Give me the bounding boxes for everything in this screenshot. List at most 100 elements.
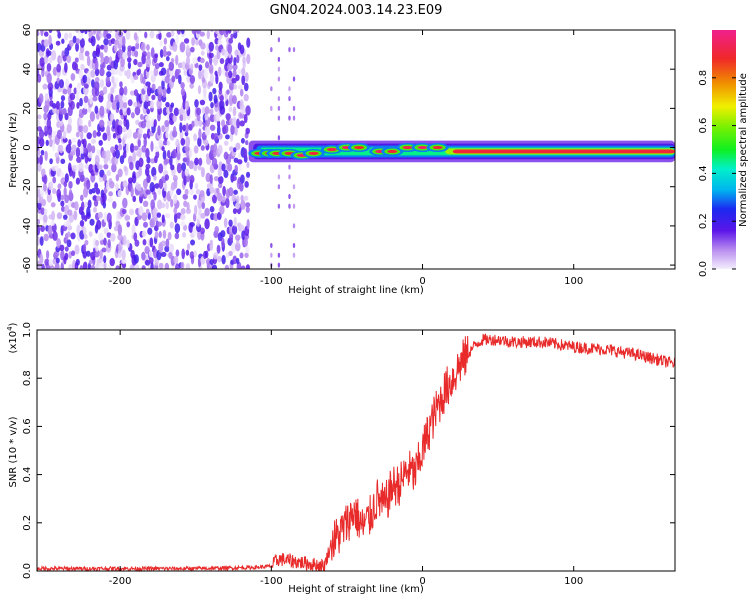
spectrogram-noise-cell bbox=[243, 148, 248, 159]
spectrogram-noise-cell bbox=[240, 137, 245, 144]
spectrogram-noise-cell bbox=[47, 82, 54, 91]
spectrogram-noise-cell bbox=[245, 127, 251, 135]
spectrogram-noise-cell bbox=[111, 75, 115, 84]
colorbar-tick-label: 0.4 bbox=[698, 165, 709, 181]
spectrogram-noise-cell bbox=[40, 187, 44, 198]
spectrogram-noise-cell bbox=[101, 150, 107, 159]
spectrogram-noise-cell bbox=[204, 139, 209, 146]
spectrogram-noise-cell bbox=[103, 260, 107, 269]
spectrogram-noise-cell bbox=[91, 187, 96, 194]
spectrogram-noise-cell bbox=[102, 132, 108, 141]
spectrogram-noise-cell bbox=[150, 73, 156, 83]
spectrogram-noise-cell bbox=[227, 70, 233, 79]
spectrogram-noise-cell bbox=[168, 251, 173, 260]
spectrogram-noise-cell bbox=[184, 168, 190, 177]
spectrogram-noise-cell bbox=[56, 188, 62, 199]
spectrogram-sparse-cell bbox=[288, 164, 291, 170]
snr-y-tick-label: 0.4 bbox=[22, 467, 33, 483]
spectrogram-noise-cell bbox=[68, 83, 73, 89]
spectrogram-noise-cell bbox=[190, 222, 195, 228]
spectrogram-noise-cell bbox=[209, 239, 213, 246]
spectrogram-noise-cell bbox=[227, 43, 233, 55]
spectrogram-noise-cell bbox=[214, 225, 219, 234]
spectrogram-noise-cell bbox=[223, 169, 229, 179]
spectrogram-noise-cell bbox=[192, 225, 197, 237]
spectrogram-noise-cell bbox=[80, 130, 84, 140]
spectrogram-noise-cell bbox=[129, 90, 136, 96]
spectrogram-noise-cell bbox=[181, 60, 186, 70]
spectrogram-noise-cell bbox=[94, 68, 100, 77]
spectrogram-noise-cell bbox=[117, 124, 123, 135]
spectrogram-noise-cell bbox=[184, 100, 190, 111]
spectrogram-noise-cell bbox=[128, 25, 131, 30]
spectrogram-noise-cell bbox=[202, 85, 207, 97]
spectrogram-noise-cell bbox=[105, 76, 111, 85]
spectrogram-noise-cell bbox=[245, 202, 251, 208]
spectrogram-signal-blob-core bbox=[326, 147, 337, 152]
colorbar-ticks: 0.0 0.2 0.4 0.6 0.8 bbox=[698, 70, 736, 277]
spectrogram-noise-cell bbox=[224, 70, 229, 78]
spectrogram-noise-cell bbox=[204, 207, 210, 217]
spectrogram-noise-cell bbox=[110, 93, 114, 103]
spectrogram-noise-cell bbox=[125, 119, 130, 131]
spectrogram-noise-cell bbox=[84, 83, 89, 89]
spectrogram-noise-cell bbox=[39, 137, 45, 148]
spectrogram-noise-cell bbox=[134, 50, 139, 58]
spectrogram-noise-cell bbox=[107, 264, 112, 269]
spectrogram-noise-cell bbox=[46, 118, 52, 130]
spectrogram-noise-cell bbox=[156, 30, 158, 31]
spectrogram-noise-cell bbox=[119, 108, 124, 116]
spectrogram-noise-cell bbox=[236, 118, 240, 129]
spectrogram-noise-cell bbox=[92, 30, 97, 36]
spectrogram-noise-cell bbox=[228, 37, 234, 44]
spectrogram-noise-cell bbox=[141, 230, 147, 238]
spectrogram-noise-cell bbox=[199, 57, 205, 64]
spectrogram-noise-cell bbox=[62, 108, 67, 116]
spectrogram-noise-cell bbox=[99, 52, 104, 59]
spectrogram-noise-cell bbox=[67, 209, 73, 216]
spectrogram-noise-cell bbox=[134, 105, 141, 116]
spectrogram-noise-cell bbox=[121, 249, 126, 261]
spectrogram-noise-cell bbox=[176, 68, 181, 74]
spectrogram-noise-cell bbox=[91, 145, 96, 154]
spectrogram-noise-cell bbox=[106, 64, 112, 71]
spectrogram-noise-cell bbox=[223, 217, 228, 228]
spectrogram-noise-cell bbox=[56, 30, 61, 34]
spectrogram-noise-cell bbox=[71, 164, 78, 172]
spectrogram-noise-cell bbox=[79, 265, 84, 269]
spectrogram-noise-cell bbox=[68, 39, 74, 47]
spectrogram-noise-cell bbox=[60, 171, 65, 178]
spectrogram-noise-cell bbox=[231, 224, 238, 235]
spectrogram-sparse-cell bbox=[277, 115, 281, 121]
spectrogram-noise-cell bbox=[118, 120, 123, 126]
spectrogram-noise-cell bbox=[83, 233, 88, 240]
spectrogram-noise-cell bbox=[145, 148, 150, 159]
spectrogram-noise-cell bbox=[54, 250, 60, 258]
spectrogram-noise-cell bbox=[98, 119, 105, 129]
spectrogram-noise-cell bbox=[97, 164, 103, 170]
spectrogram-noise-cell bbox=[70, 232, 76, 240]
spectrogram-noise-cell bbox=[132, 150, 136, 162]
spectrogram-noise-cell bbox=[78, 108, 83, 115]
spectrogram-noise-cell bbox=[208, 41, 214, 52]
spectrogram-noise-cell bbox=[105, 150, 111, 161]
spectrogram-noise-cell bbox=[200, 166, 205, 178]
spectrogram-noise-cell bbox=[245, 264, 250, 269]
spectrogram-noise-cell bbox=[94, 76, 100, 83]
spectrogram-noise-cell bbox=[179, 113, 184, 122]
spectrogram-noise-cell bbox=[161, 214, 165, 224]
spectrogram-noise-cell bbox=[94, 80, 100, 92]
spectrogram-noise-cell bbox=[144, 246, 150, 255]
spectrogram-sparse-cell bbox=[292, 203, 296, 209]
spectrogram-noise-cell bbox=[50, 220, 55, 226]
spectrogram-noise-cell bbox=[106, 212, 112, 224]
spectrogram-sparse-cell bbox=[288, 47, 291, 53]
spectrogram-noise-cell bbox=[143, 221, 148, 228]
spectrogram-noise-cell bbox=[126, 69, 131, 80]
spectrogram-noise-cell bbox=[151, 94, 156, 101]
spectrogram-noise-cell bbox=[172, 175, 178, 182]
spectrogram-noise-cell bbox=[126, 239, 130, 248]
spectrogram-noise-cell bbox=[240, 174, 245, 184]
spectrogram-noise-cell bbox=[185, 44, 190, 54]
